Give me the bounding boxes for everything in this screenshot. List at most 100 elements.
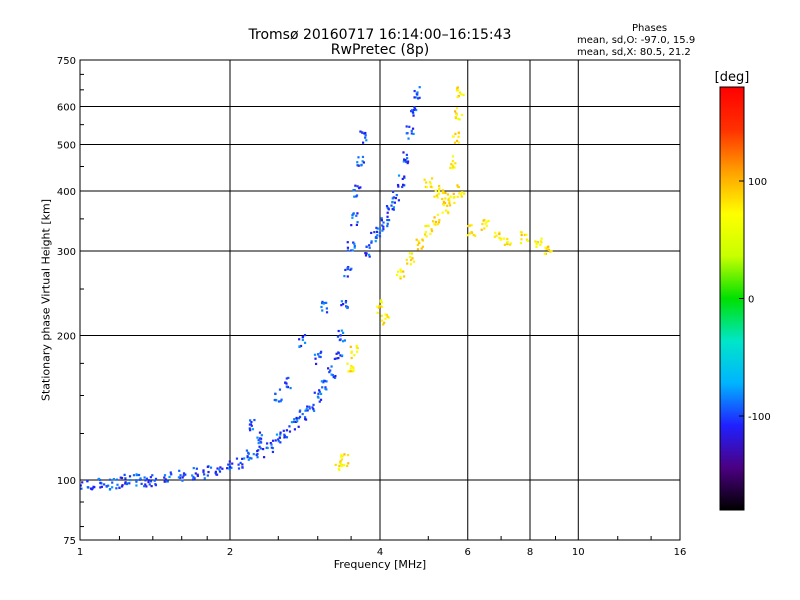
data-point-X <box>423 233 427 236</box>
data-point-O <box>364 252 367 255</box>
data-point-X <box>399 268 402 271</box>
data-point-X <box>442 200 445 203</box>
data-point-O <box>135 484 138 487</box>
data-point-X <box>449 195 452 198</box>
data-point-O <box>124 481 127 484</box>
data-point-O <box>376 234 379 237</box>
data-point-O <box>284 381 287 384</box>
data-point-X <box>482 219 485 222</box>
data-point-O <box>166 480 169 483</box>
data-point-O <box>247 458 250 461</box>
data-point-O <box>401 185 404 189</box>
data-point-O <box>192 466 195 470</box>
data-point-O <box>279 431 282 434</box>
data-point-O <box>206 465 209 468</box>
data-point-O <box>354 184 357 187</box>
data-point-O <box>346 268 350 271</box>
data-point-O <box>390 204 393 207</box>
data-point-X <box>430 186 434 189</box>
data-point-X <box>352 369 355 372</box>
data-point-X <box>380 314 383 317</box>
data-point-X <box>545 248 548 251</box>
data-point-O <box>320 350 323 353</box>
data-point-O <box>191 478 195 481</box>
data-point-O <box>323 379 326 382</box>
data-point-O <box>391 207 394 211</box>
data-point-O <box>346 249 350 252</box>
data-point-O <box>352 189 355 192</box>
data-point-O <box>248 423 252 426</box>
data-point-X <box>519 241 523 245</box>
data-point-X <box>379 300 382 303</box>
data-point-O <box>320 302 324 305</box>
data-point-O <box>144 479 147 482</box>
data-point-X <box>437 221 441 224</box>
data-point-X <box>498 231 501 234</box>
data-point-O <box>318 400 321 403</box>
data-point-O <box>350 224 353 227</box>
data-point-O <box>248 456 252 460</box>
data-point-O <box>403 184 406 187</box>
data-point-O <box>295 416 298 420</box>
data-point-X <box>387 316 391 319</box>
colorbar-tick-label: 100 <box>748 177 767 188</box>
data-point-O <box>312 403 315 406</box>
data-point-O <box>317 396 320 399</box>
data-point-O <box>288 425 291 428</box>
data-point-O <box>368 253 371 256</box>
y-tick-label: 75 <box>63 536 76 547</box>
data-point-X <box>349 367 352 370</box>
data-point-O <box>365 252 368 255</box>
data-point-X <box>340 455 343 458</box>
data-point-O <box>87 486 90 489</box>
data-point-X <box>468 224 471 227</box>
data-point-O <box>341 331 345 334</box>
data-point-X <box>454 162 457 165</box>
data-point-O <box>403 158 406 161</box>
data-point-X <box>458 91 462 94</box>
data-point-X <box>350 365 353 368</box>
data-point-X <box>454 132 457 135</box>
data-point-O <box>304 409 307 412</box>
data-point-O <box>271 450 275 454</box>
data-point-O <box>314 357 317 360</box>
data-point-O <box>346 266 349 269</box>
data-point-X <box>376 305 379 308</box>
data-point-O <box>355 214 358 217</box>
data-point-O <box>163 480 166 483</box>
data-point-O <box>129 478 132 482</box>
data-point-X <box>525 238 529 241</box>
data-point-X <box>436 196 439 199</box>
data-point-O <box>105 485 108 488</box>
data-point-X <box>334 463 337 466</box>
data-point-O <box>341 303 345 306</box>
data-point-X <box>470 224 473 227</box>
data-point-O <box>319 392 323 395</box>
data-point-O <box>112 477 115 481</box>
data-point-O <box>328 371 331 374</box>
data-point-X <box>498 232 501 236</box>
data-point-O <box>319 355 322 359</box>
data-point-X <box>483 227 486 230</box>
data-point-X <box>487 219 490 223</box>
data-point-O <box>298 415 302 418</box>
data-point-X <box>408 252 411 255</box>
data-point-X <box>378 305 381 308</box>
data-point-O <box>193 477 196 480</box>
data-point-O <box>163 474 167 477</box>
data-point-X <box>350 356 353 360</box>
data-point-X <box>434 189 437 192</box>
data-point-X <box>443 191 446 194</box>
x-tick-label: 1 <box>77 547 83 558</box>
data-point-X <box>448 197 451 200</box>
data-point-O <box>221 467 224 470</box>
data-point-O <box>343 275 346 278</box>
y-tick-label: 100 <box>57 476 76 487</box>
data-point-O <box>218 468 221 471</box>
data-point-O <box>271 439 275 442</box>
data-point-O <box>318 355 321 358</box>
data-point-O <box>374 240 377 243</box>
data-point-O <box>116 483 119 486</box>
data-point-O <box>235 457 239 460</box>
data-point-O <box>145 477 149 480</box>
